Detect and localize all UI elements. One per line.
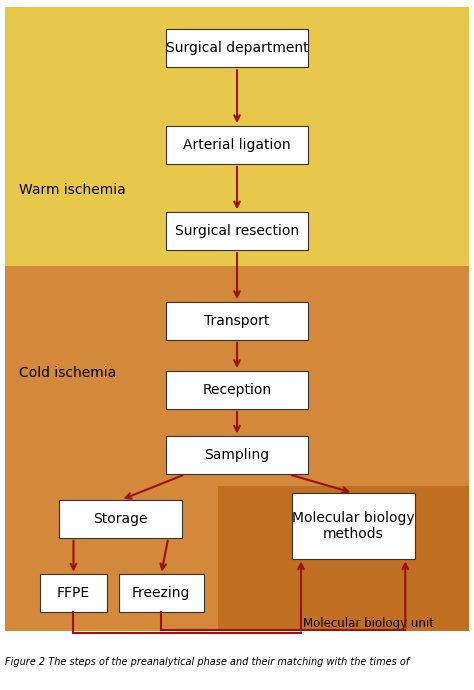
- FancyBboxPatch shape: [292, 493, 415, 559]
- Bar: [5, 7, 469, 266]
- Text: FFPE: FFPE: [57, 586, 90, 600]
- Text: Arterial ligation: Arterial ligation: [183, 138, 291, 152]
- Text: Reception: Reception: [202, 383, 272, 397]
- FancyBboxPatch shape: [166, 437, 308, 475]
- Text: Figure 2 The steps of the preanalytical phase and their matching with the times : Figure 2 The steps of the preanalytical …: [5, 658, 409, 667]
- Text: Freezing: Freezing: [132, 586, 191, 600]
- FancyBboxPatch shape: [166, 302, 308, 339]
- FancyBboxPatch shape: [166, 126, 308, 164]
- Bar: [218, 486, 469, 631]
- Text: Transport: Transport: [204, 314, 270, 328]
- Text: Surgical resection: Surgical resection: [175, 224, 299, 238]
- FancyBboxPatch shape: [118, 574, 204, 613]
- FancyBboxPatch shape: [166, 371, 308, 408]
- FancyBboxPatch shape: [166, 212, 308, 250]
- Text: Storage: Storage: [94, 512, 148, 526]
- FancyBboxPatch shape: [59, 500, 182, 538]
- FancyBboxPatch shape: [166, 29, 308, 67]
- Text: Sampling: Sampling: [204, 448, 270, 462]
- FancyBboxPatch shape: [40, 574, 107, 613]
- Text: Surgical department: Surgical department: [166, 41, 308, 55]
- Text: Molecular biology
methods: Molecular biology methods: [292, 511, 414, 541]
- Text: Molecular biology unit: Molecular biology unit: [303, 617, 434, 629]
- Text: Warm ischemia: Warm ischemia: [19, 183, 126, 197]
- Bar: [5, 266, 469, 631]
- Text: Cold ischemia: Cold ischemia: [19, 366, 116, 380]
